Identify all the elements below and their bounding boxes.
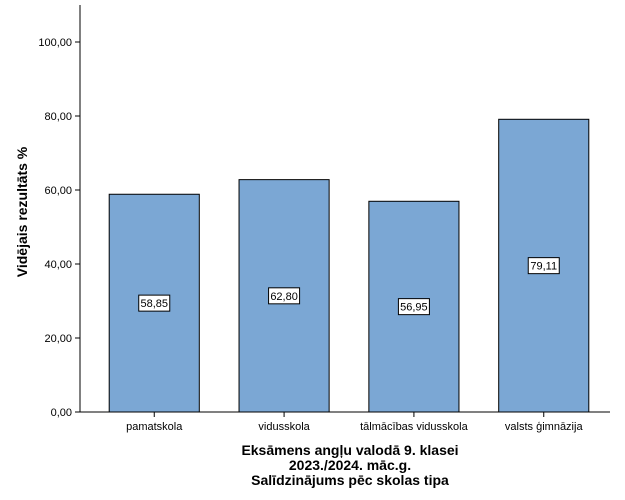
y-tick-label: 40,00 xyxy=(44,259,72,271)
x-tick-label: pamatskola xyxy=(126,421,183,433)
y-tick-label: 0,00 xyxy=(51,407,72,419)
x-tick-label: valsts ģimnāzija xyxy=(505,420,584,433)
data-label: 79,11 xyxy=(530,261,557,273)
x-axis-title-line-1: Eksāmens angļu valodā 9. klasei xyxy=(241,442,458,458)
bars xyxy=(108,118,590,413)
x-axis-title-line-3: Salīdzinājums pēc skolas tipa xyxy=(251,472,449,488)
y-tick-label: 100,00 xyxy=(38,37,72,49)
data-label-box xyxy=(527,257,560,275)
data-label: 56,95 xyxy=(400,302,428,314)
y-tick-label: 60,00 xyxy=(44,185,72,197)
x-tick-label: tālmācības vidusskola xyxy=(360,421,468,433)
data-label: 62,80 xyxy=(270,291,298,303)
data-labels: 58,85 62,80 56,95 79,11 xyxy=(138,257,560,316)
y-tick-label: 80,00 xyxy=(44,111,72,123)
data-label-box xyxy=(268,287,301,305)
x-axis-title-line-2: 2023./2024. māc.g. xyxy=(289,457,411,473)
data-label: 58,85 xyxy=(140,298,168,310)
x-axis: pamatskola vidusskola tālmācības vidusskol… xyxy=(80,411,610,433)
y-axis-title: Vidējais rezultāts % xyxy=(14,146,30,277)
data-label-box xyxy=(138,294,171,312)
y-axis: 0,00 20,00 40,00 60,00 80,00 100,00 xyxy=(38,5,81,419)
x-tick-label: vidusskola xyxy=(258,421,310,433)
data-label-box xyxy=(397,298,430,316)
y-tick-label: 20,00 xyxy=(44,333,72,345)
